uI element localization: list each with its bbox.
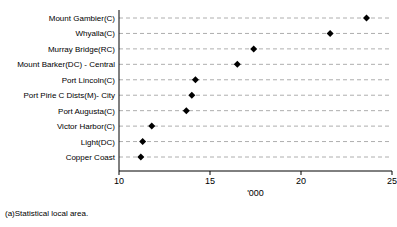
grid-line: [119, 126, 392, 127]
x-tick-label: 25: [387, 176, 397, 186]
dot-marker: [148, 123, 155, 130]
x-tick-label: 15: [205, 176, 215, 186]
grid-line: [119, 95, 392, 96]
dot-marker: [188, 92, 195, 99]
category-label: Mount Barker(DC) - Central: [17, 60, 115, 69]
category-label: Whyalla(C): [75, 29, 115, 38]
dot-marker: [363, 15, 370, 22]
grid-line: [119, 64, 392, 65]
x-tick: [210, 171, 211, 175]
y-axis-line: [119, 10, 120, 171]
category-label: Port Augusta(C): [58, 107, 115, 116]
dot-marker: [234, 61, 241, 68]
dot-marker: [137, 154, 144, 161]
grid-line: [119, 110, 392, 111]
x-tick-label: 10: [114, 176, 124, 186]
dot-marker: [327, 30, 334, 37]
dot-marker: [183, 107, 190, 114]
grid-line: [119, 157, 392, 158]
category-label: Victor Harbor(C): [57, 122, 115, 131]
grid-line: [119, 79, 392, 80]
x-tick: [392, 171, 393, 175]
dot-marker: [192, 76, 199, 83]
x-tick: [301, 171, 302, 175]
dot-marker: [139, 138, 146, 145]
grid-line: [119, 33, 392, 34]
footnote: (a)Statistical local area.: [5, 209, 88, 218]
chart-container: Mount Gambier(C) Whyalla(C) Murray Bridge(…: [0, 0, 397, 227]
category-label: Copper Coast: [66, 153, 116, 162]
x-tick-label: 20: [296, 176, 306, 186]
x-tick: [119, 171, 120, 175]
dot-marker: [250, 45, 257, 52]
category-label: Murray Bridge(RC): [48, 45, 115, 54]
category-label: Mount Gambier(C): [49, 14, 116, 23]
category-label: Port Pirie C Dists(M)- City: [23, 91, 115, 100]
grid-line: [119, 141, 392, 142]
grid-line: [119, 18, 392, 19]
x-axis-label: '000: [247, 188, 264, 198]
category-label: Port Lincoln(C): [62, 76, 116, 85]
chart-svg: Mount Gambier(C) Whyalla(C) Murray Bridge(…: [0, 0, 397, 227]
marks: [137, 15, 370, 161]
category-label: Light(DC): [81, 138, 116, 147]
x-axis-line: [119, 171, 392, 172]
